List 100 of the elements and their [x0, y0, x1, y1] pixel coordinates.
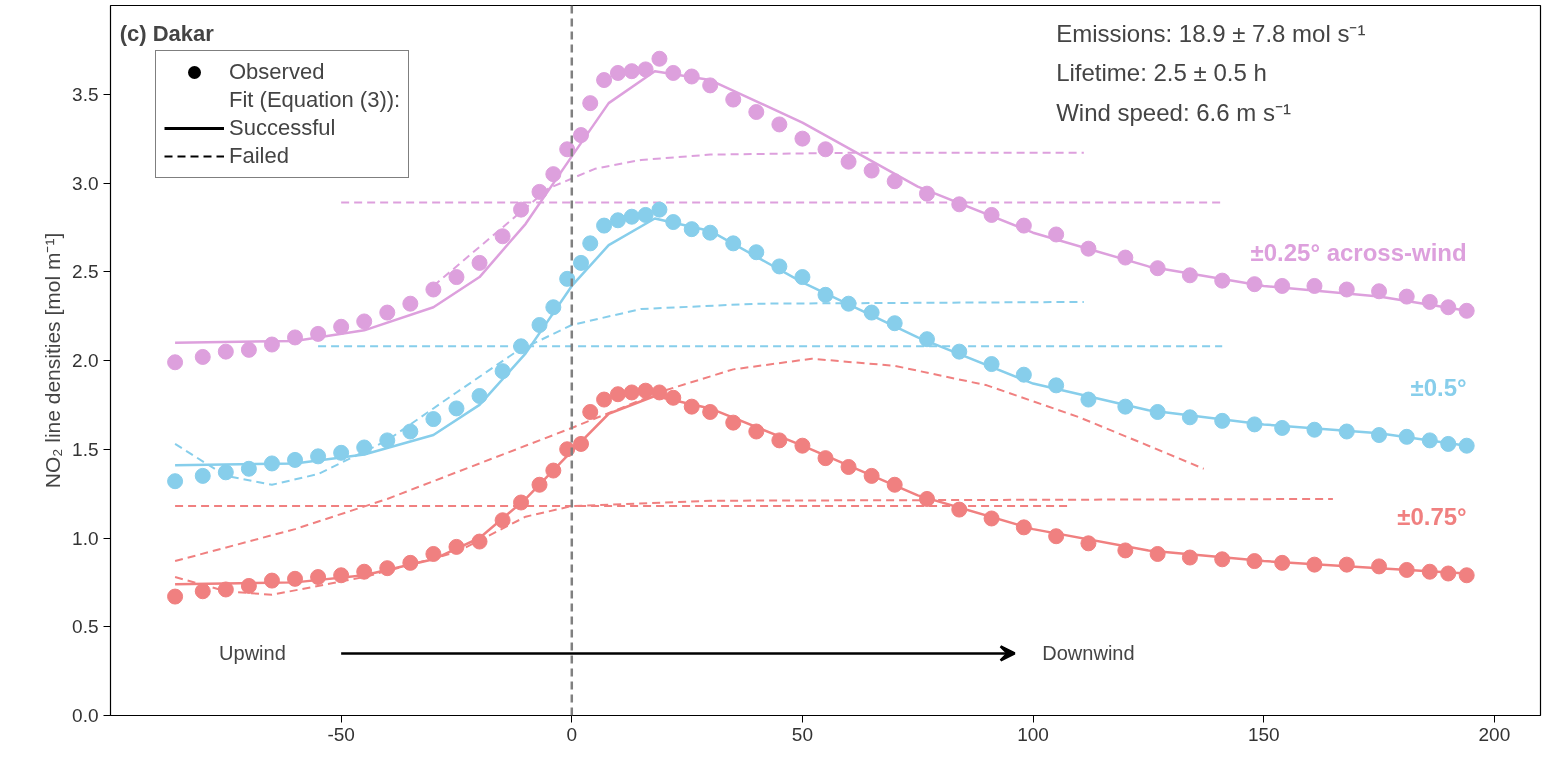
point	[771, 116, 788, 133]
point	[771, 432, 788, 449]
annotation: Failed	[229, 143, 289, 169]
point	[1458, 302, 1475, 319]
point	[951, 501, 968, 518]
point	[983, 510, 1000, 527]
point	[1117, 249, 1134, 266]
point	[1338, 423, 1355, 440]
point	[263, 336, 280, 353]
series-label: ±0.5°	[1410, 373, 1467, 401]
point	[1181, 549, 1198, 566]
point	[582, 235, 599, 252]
point	[1015, 366, 1032, 383]
point	[531, 317, 548, 333]
point	[1080, 391, 1097, 408]
point	[240, 460, 257, 477]
x-tick-label: 100	[1017, 723, 1049, 745]
point	[665, 214, 682, 231]
point	[1149, 545, 1166, 562]
point	[794, 269, 811, 286]
point	[356, 563, 373, 580]
point	[1246, 553, 1263, 570]
point	[1421, 563, 1438, 580]
point	[582, 95, 599, 112]
y-tick-label: 2.0	[72, 350, 99, 371]
point	[217, 581, 234, 598]
point	[425, 411, 442, 428]
point	[1214, 412, 1231, 429]
point	[333, 444, 350, 461]
point	[531, 476, 548, 493]
point	[1458, 437, 1475, 454]
y-axis-title: NO₂ line densities [mol m⁻¹]	[41, 232, 65, 489]
point	[167, 473, 184, 490]
point	[1246, 416, 1263, 433]
point	[402, 295, 419, 312]
annotation: Observed	[229, 59, 325, 85]
point	[1015, 519, 1032, 536]
point	[748, 104, 765, 120]
point	[596, 217, 613, 234]
point	[1181, 267, 1198, 284]
point	[863, 467, 880, 484]
point	[559, 270, 576, 287]
point	[1371, 283, 1388, 300]
point	[725, 91, 742, 108]
point	[402, 554, 419, 571]
point	[494, 363, 511, 380]
point	[573, 254, 590, 271]
point	[379, 560, 396, 577]
point	[194, 583, 211, 600]
point	[1338, 281, 1355, 298]
point	[1440, 299, 1457, 316]
point	[983, 206, 1000, 223]
y-tick-label: 2.5	[72, 261, 99, 283]
point	[194, 467, 211, 484]
point	[425, 281, 442, 298]
point	[918, 185, 935, 202]
point	[637, 206, 654, 223]
point	[448, 538, 465, 555]
point	[863, 304, 880, 321]
point	[609, 386, 626, 403]
point	[1398, 428, 1415, 445]
annotation: Upwind	[219, 642, 286, 665]
point	[402, 423, 419, 440]
point	[494, 512, 511, 529]
point	[545, 299, 562, 316]
point	[665, 64, 682, 81]
annotation: Successful	[229, 115, 336, 141]
point	[471, 254, 488, 271]
y-tick-label: 1.5	[72, 438, 99, 460]
point	[794, 130, 811, 147]
x-tick-label: 200	[1478, 723, 1511, 745]
point	[702, 77, 719, 94]
point	[494, 228, 511, 245]
y-tick-label: 0.5	[72, 616, 99, 638]
point	[356, 439, 373, 456]
point	[1274, 554, 1291, 571]
point	[545, 462, 562, 479]
point	[863, 162, 880, 179]
point	[513, 494, 530, 511]
point	[1080, 535, 1097, 552]
point	[1181, 409, 1198, 426]
point	[651, 201, 668, 218]
point	[310, 448, 327, 465]
point	[1080, 240, 1097, 257]
point	[1306, 421, 1323, 438]
point	[596, 391, 613, 408]
point	[1458, 567, 1475, 584]
point	[951, 343, 968, 360]
point	[1274, 419, 1291, 436]
point	[840, 459, 857, 475]
point	[1048, 377, 1065, 394]
x-tick-label: -50	[327, 723, 355, 745]
point	[1149, 403, 1166, 420]
point	[573, 435, 590, 452]
point	[1306, 277, 1323, 294]
point	[1371, 427, 1388, 444]
point	[287, 570, 304, 587]
point	[1398, 288, 1415, 305]
text: (c) Dakar	[119, 21, 215, 47]
point	[531, 183, 548, 200]
